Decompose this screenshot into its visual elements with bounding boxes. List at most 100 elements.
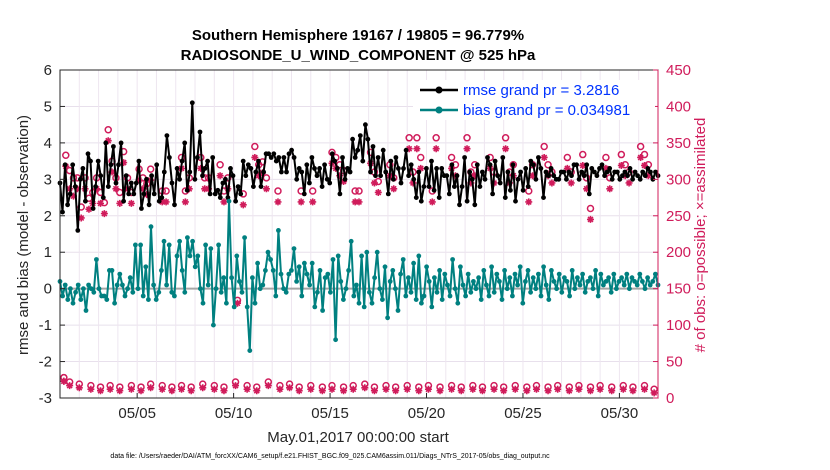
bias-point-229 [653,271,658,277]
rmse-point-152 [444,173,450,179]
rmse-point-134 [398,180,404,186]
rmse-point-186 [530,162,536,168]
x-tick-label-1: 05/10 [215,405,253,422]
bias-point-119 [367,289,372,295]
rmse-point-220 [617,176,623,182]
rmse-point-234 [653,169,658,175]
legend-box [413,80,655,120]
rmse-point-128 [383,169,389,175]
obs-low-assimilated-marker-46 [544,387,552,395]
bias-point-32 [140,293,146,299]
obs-possible-marker-1 [62,151,70,160]
bias-point-198 [572,286,578,292]
rmse-point-48 [179,158,185,164]
bias-point-55 [200,300,206,306]
obs-low-assimilated-marker-49 [575,385,583,393]
bias-point-199 [575,275,580,281]
obs-assimilated-marker-39 [262,185,270,193]
rmse-point-20 [108,162,114,168]
bias-point-140 [421,293,427,299]
bias-point-148 [442,271,448,277]
rmse-point-29 [131,191,137,197]
rmse-point-193 [548,166,554,171]
obs-possible-marker-72 [540,142,548,151]
bias-point-153 [455,300,461,306]
bias-point-163 [481,268,487,273]
bias-point-218 [624,271,630,277]
obs-low-assimilated-marker-31 [382,385,390,393]
rmse-point-58 [205,158,211,164]
bias-point-147 [439,297,445,302]
bias-point-101 [320,308,325,313]
x-tick-label-2: 05/15 [311,405,349,422]
rmse-point-35 [146,202,152,208]
bias-point-152 [452,286,458,292]
bias-point-107 [335,253,341,259]
plot-area [60,70,658,398]
obs-assimilated-marker-82 [617,161,625,169]
rmse-point-53 [192,176,198,182]
bias-point-79 [263,268,268,273]
rmse-point-21 [111,144,116,149]
bias-point-70 [239,289,245,295]
y-right-tick-label-8: 400 [666,98,691,115]
rmse-point-51 [187,169,193,175]
bias-point-183 [533,286,539,292]
obs-low-assimilated-marker-25 [318,387,326,395]
rmse-point-115 [350,136,355,142]
chart-title-line2: RADIOSONDE_U_WIND_COMPONENT @ 525 hPa [181,47,536,64]
rmse-point-168 [485,155,490,160]
rmse-point-12 [88,158,93,164]
obs-possible-marker-31 [216,161,224,169]
bias-point-113 [351,293,357,299]
obs-assimilated-marker-80 [602,164,610,172]
bias-point-6 [73,289,78,295]
bias-point-223 [637,271,643,277]
bias-point-54 [198,286,203,292]
rmse-point-104 [322,162,327,168]
rmse-point-42 [164,133,170,139]
rmse-point-212 [597,166,602,171]
bias-point-48 [182,289,188,295]
bias-point-184 [536,271,541,277]
obs-low-assimilated-marker-6 [116,387,124,395]
rmse-point-112 [342,176,348,182]
rmse-point-116 [352,155,358,160]
rmse-point-57 [202,166,208,171]
x-tick-label-3: 05/20 [408,405,446,422]
bias-point-7 [75,282,81,288]
bias-point-166 [489,264,494,270]
rmse-point-120 [363,122,368,128]
rmse-point-100 [312,166,317,171]
obs-assimilated-marker-62 [463,145,471,153]
bias-point-45 [174,253,180,259]
bias-point-158 [468,289,474,295]
obs-assimilated-marker-3 [70,192,78,200]
x-tick-label-4: 05/25 [504,405,542,422]
obs-low-assimilated-marker-12 [178,385,186,393]
rmse-point-233 [650,176,656,182]
bias-point-65 [226,198,232,204]
obs-assimilated-marker-12 [104,137,112,145]
rmse-point-158 [459,184,465,190]
rmse-point-124 [373,173,378,179]
bias-point-89 [289,268,294,273]
bias-point-127 [387,279,393,284]
rmse-point-90 [286,151,292,157]
bias-point-100 [317,268,323,273]
obs-low-assimilated-marker-10 [158,385,166,393]
rmse-point-28 [128,180,134,186]
obs-assimilated-marker-7 [85,205,93,213]
obs-assimilated-marker-4 [73,185,81,193]
rmse-point-67 [228,166,233,171]
bias-point-221 [632,279,637,284]
bias-point-36 [151,282,157,288]
obs-low-assimilated-marker-40 [478,387,486,395]
rmse-point-33 [141,191,147,197]
bias-point-4 [68,286,73,292]
y-tick-label-8: 5 [44,98,52,115]
bias-point-203 [585,279,591,284]
bias-point-228 [650,279,656,284]
obs-low-assimilated-marker-47 [554,385,562,393]
